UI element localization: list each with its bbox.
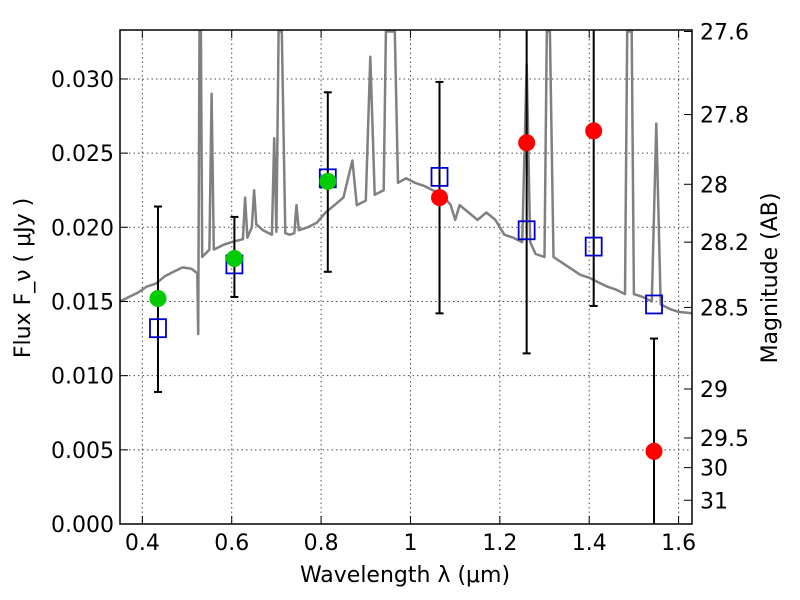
y-tick-label: 0.010 <box>51 365 114 390</box>
right-tick-label: 28.5 <box>700 296 749 321</box>
right-tick-label: 27.8 <box>700 104 749 129</box>
y-tick-label: 0.015 <box>51 290 114 315</box>
right-axis-label: Magnitude (AB) <box>758 193 783 364</box>
green-flux-point <box>225 249 243 267</box>
model-square-marker <box>645 294 663 315</box>
x-tick-label: 1.4 <box>572 531 607 556</box>
y-tick-label: 0.030 <box>51 68 114 93</box>
spectrum-layer <box>120 30 692 336</box>
x-tick-label: 0.4 <box>125 531 160 556</box>
green-flux-point <box>319 172 337 190</box>
green-flux-point <box>149 290 167 308</box>
y-tick-label: 0.020 <box>51 216 114 241</box>
x-tick-label: 0.6 <box>214 531 249 556</box>
errorbar-layer <box>153 30 659 524</box>
grid-layer <box>120 30 692 525</box>
x-axis-label: Wavelength λ (μm) <box>300 563 510 588</box>
red-flux-point <box>585 122 603 140</box>
model-square-marker <box>517 220 536 241</box>
plot-frame <box>119 29 693 525</box>
x-tick-label: 1.2 <box>482 531 517 556</box>
y-axis-label: Flux F_ν ( μJy ) <box>11 198 36 358</box>
spectrum-line <box>120 30 692 336</box>
model-square-marker <box>584 236 603 257</box>
right-tick-label: 28 <box>700 173 728 198</box>
y-tick-label: 0.025 <box>51 142 114 167</box>
model-square-marker <box>430 166 449 187</box>
right-tick-label: 30 <box>700 457 728 482</box>
model-square-marker <box>149 318 167 339</box>
right-tick-label: 29.5 <box>700 427 749 452</box>
right-tick-label: 31 <box>700 489 728 514</box>
y-tick-label: 0.005 <box>51 439 114 464</box>
y-tick-label: 0.000 <box>51 513 114 538</box>
x-tick-label: 1.6 <box>661 531 696 556</box>
points-layer <box>149 122 663 460</box>
x-tick-label: 0.8 <box>304 531 339 556</box>
red-flux-point <box>645 442 663 460</box>
right-tick-label: 27.6 <box>700 20 749 45</box>
red-flux-point <box>518 134 536 152</box>
ticks-layer: 0.4 0.6 0.8 1 1.2 1.4 1.6 0.000 0.005 0.010 0.015 0… <box>51 20 749 556</box>
x-tick-label: 1 <box>403 531 417 556</box>
right-tick-label: 28.2 <box>700 231 749 256</box>
right-tick-label: 29 <box>700 378 728 403</box>
red-flux-point <box>431 189 449 207</box>
